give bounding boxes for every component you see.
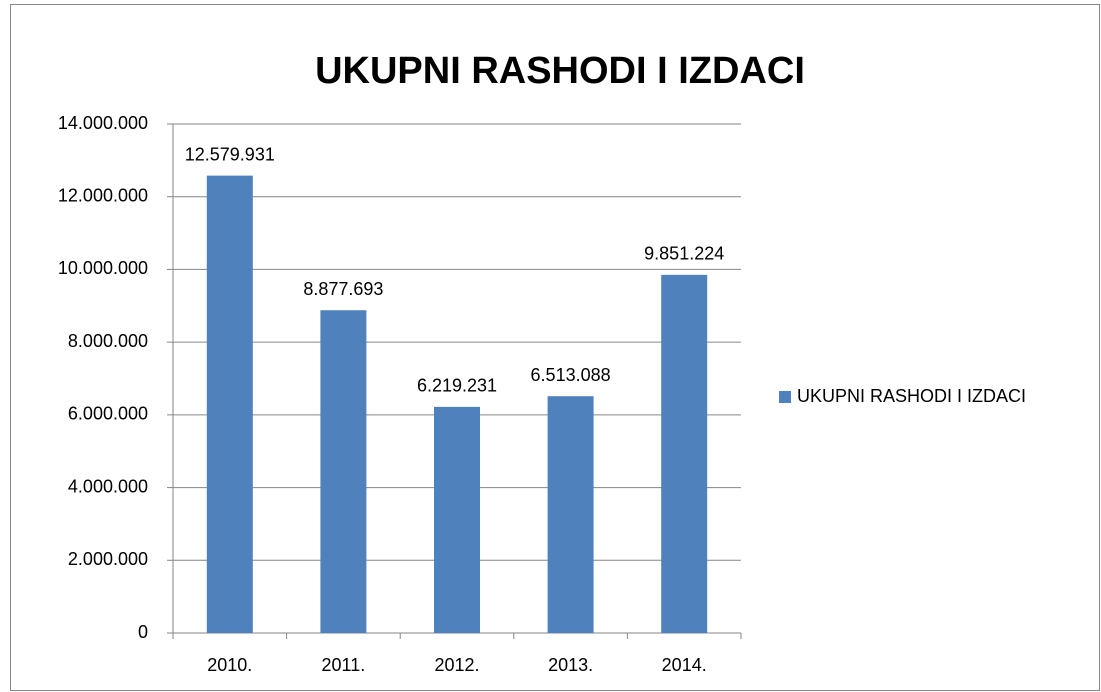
y-tick-label: 8.000.000 — [68, 331, 148, 351]
x-tick-label: 2014. — [662, 655, 707, 675]
data-label: 9.851.224 — [644, 244, 724, 264]
x-tick-label: 2011. — [322, 655, 366, 675]
y-tick-label: 6.000.000 — [68, 404, 148, 424]
data-label: 8.877.693 — [303, 279, 383, 299]
y-tick-label: 14.000.000 — [58, 113, 148, 133]
bar — [320, 310, 367, 633]
x-tick-label: 2012. — [434, 655, 479, 675]
bar — [434, 406, 480, 633]
bar — [547, 396, 594, 633]
x-tick-label: 2010. — [207, 655, 252, 675]
legend-swatch — [779, 391, 791, 403]
bar — [206, 175, 253, 634]
y-tick-label: 2.000.000 — [68, 549, 148, 569]
chart-title: UKUPNI RASHODI I IZDACI — [315, 50, 805, 92]
data-label: 6.513.088 — [531, 365, 611, 385]
data-label: 12.579.931 — [185, 144, 275, 164]
y-tick-label: 0 — [138, 622, 148, 642]
y-tick-label: 12.000.000 — [58, 185, 148, 205]
bar — [661, 274, 708, 633]
x-tick-label: 2013. — [548, 655, 593, 675]
legend-label: UKUPNI RASHODI I IZDACI — [797, 386, 1026, 406]
y-tick-label: 10.000.000 — [58, 258, 148, 278]
y-tick-label: 4.000.000 — [68, 476, 148, 496]
data-label: 6.219.231 — [417, 376, 497, 396]
